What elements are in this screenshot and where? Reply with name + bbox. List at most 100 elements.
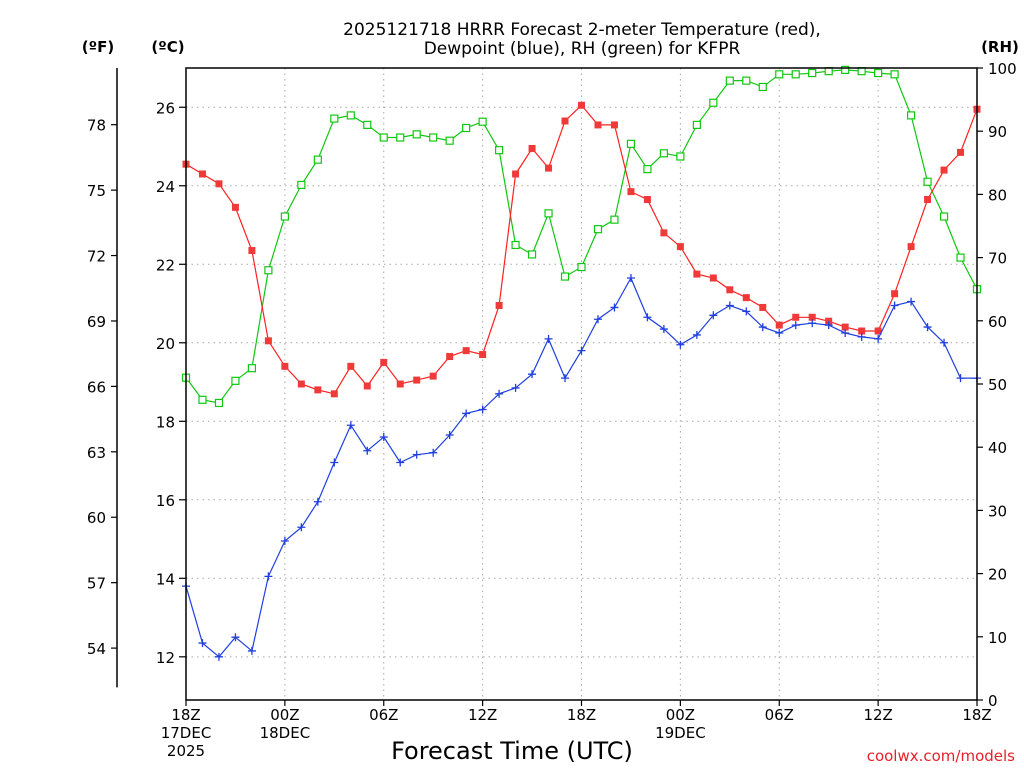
dewpoint-point [626,274,635,283]
rh-point [643,165,652,174]
dewpoint-point [379,432,388,441]
x-axis-label: Forecast Time (UTC) [391,737,633,765]
dewpoint-point [462,409,471,418]
rh-point [511,240,520,250]
celsius-tick-label: 22 [156,256,175,274]
celsius-tick-label: 18 [156,413,175,431]
rh-point [560,272,570,281]
dewpoint-point [429,448,438,457]
rh-unit-label: (RH) [981,38,1019,56]
temperature-point [413,376,421,384]
rh-point [709,98,718,107]
chart-title: 2025121718 HRRR Forecast 2-meter Tempera… [343,20,821,59]
dewpoint-point [231,633,240,642]
rh-point [906,111,916,120]
rh-point [725,76,734,85]
rh-point [478,117,487,126]
time-tick-label: 18Z [567,706,596,724]
temperature-point [545,164,553,172]
dewpoint-point [313,497,322,506]
temperature-point [512,170,520,178]
chart-title-line-2: Dewpoint (blue), RH (green) for KFPR [424,39,741,59]
temperature-point [627,188,635,196]
time-tick-label: 00Z [666,706,695,724]
rh-point [626,139,636,148]
rh-point [280,212,289,221]
dewpoint-point [561,374,570,383]
rh-point [313,155,322,164]
temperature-point [874,327,882,335]
fahrenheit-tick-label: 78 [87,117,106,135]
gridlines [186,68,977,700]
temperature-point [676,243,684,251]
dewpoint-point [577,346,586,355]
time-tick-label: 00Z [270,706,299,724]
rh-tick-label: 60 [988,313,1007,331]
rh-point [544,209,553,218]
temperature-point [231,203,239,211]
dewpoint-point [643,313,652,322]
temperature-point [248,247,256,255]
temperature-point [759,303,767,311]
celsius-unit-label: (ºC) [151,38,184,56]
celsius-tick-label: 12 [156,649,175,667]
rh-point [445,136,454,145]
fahrenheit-tick-label: 63 [87,444,106,462]
dewpoint-point [709,311,718,320]
celsius-tick-label: 20 [156,335,175,353]
temperature-point [775,321,783,329]
temperature-point [742,294,750,302]
temperature-point [709,274,717,282]
dewpoint-point [824,321,833,330]
chart-title-line-1: 2025121718 HRRR Forecast 2-meter Tempera… [343,20,821,40]
rh-point [676,152,685,161]
temperature-point [907,243,915,251]
dewpoint-point [412,450,421,459]
temperature-point [380,358,388,366]
rh-point [758,82,767,92]
fahrenheit-tick-label: 75 [87,182,106,200]
temperature-point [330,390,338,398]
temperature-point [396,380,404,388]
temperature-point [446,353,454,361]
rh-point [775,70,784,79]
dewpoint-point [659,325,668,334]
celsius-tick-label: 16 [156,492,175,510]
time-tick-label: 2025 [167,742,205,760]
dewpoint-series [182,274,981,661]
temperature-point [594,121,602,129]
credit-label: coolwx.com/models [867,747,1015,765]
celsius-tick-label: 14 [156,570,175,588]
fahrenheit-tick-label: 57 [87,575,106,593]
rh-point [346,111,355,120]
rh-point [214,398,224,408]
rh-tick-label: 90 [988,123,1007,141]
dewpoint-point [775,328,784,337]
temperature-point [660,229,668,237]
rh-tick-label: 70 [988,250,1007,268]
rh-point [396,133,405,142]
dewpoint-point [857,332,866,341]
fahrenheit-unit-label: (ºF) [82,38,114,56]
temperature-point [808,313,816,321]
rh-point [791,70,800,79]
celsius-axis: 12 14 16 18 20 22 24 26 [156,99,186,667]
temperature-point [610,121,618,129]
time-tick-label: 18Z [962,706,991,724]
temperature-point [281,362,289,370]
temperature-point [297,380,305,388]
rh-point [659,149,668,158]
rh-tick-label: 20 [988,566,1007,584]
dewpoint-point [907,297,916,306]
rh-point [742,76,751,85]
rh-point [890,70,899,79]
rh-tick-label: 30 [988,502,1007,520]
dewpoint-point [841,328,850,337]
temperature-point [215,180,223,188]
dewpoint-point [676,340,685,349]
rh-point [429,133,438,142]
dewpoint-point [330,458,339,467]
temperature-point [314,386,322,394]
rh-point [264,266,273,275]
